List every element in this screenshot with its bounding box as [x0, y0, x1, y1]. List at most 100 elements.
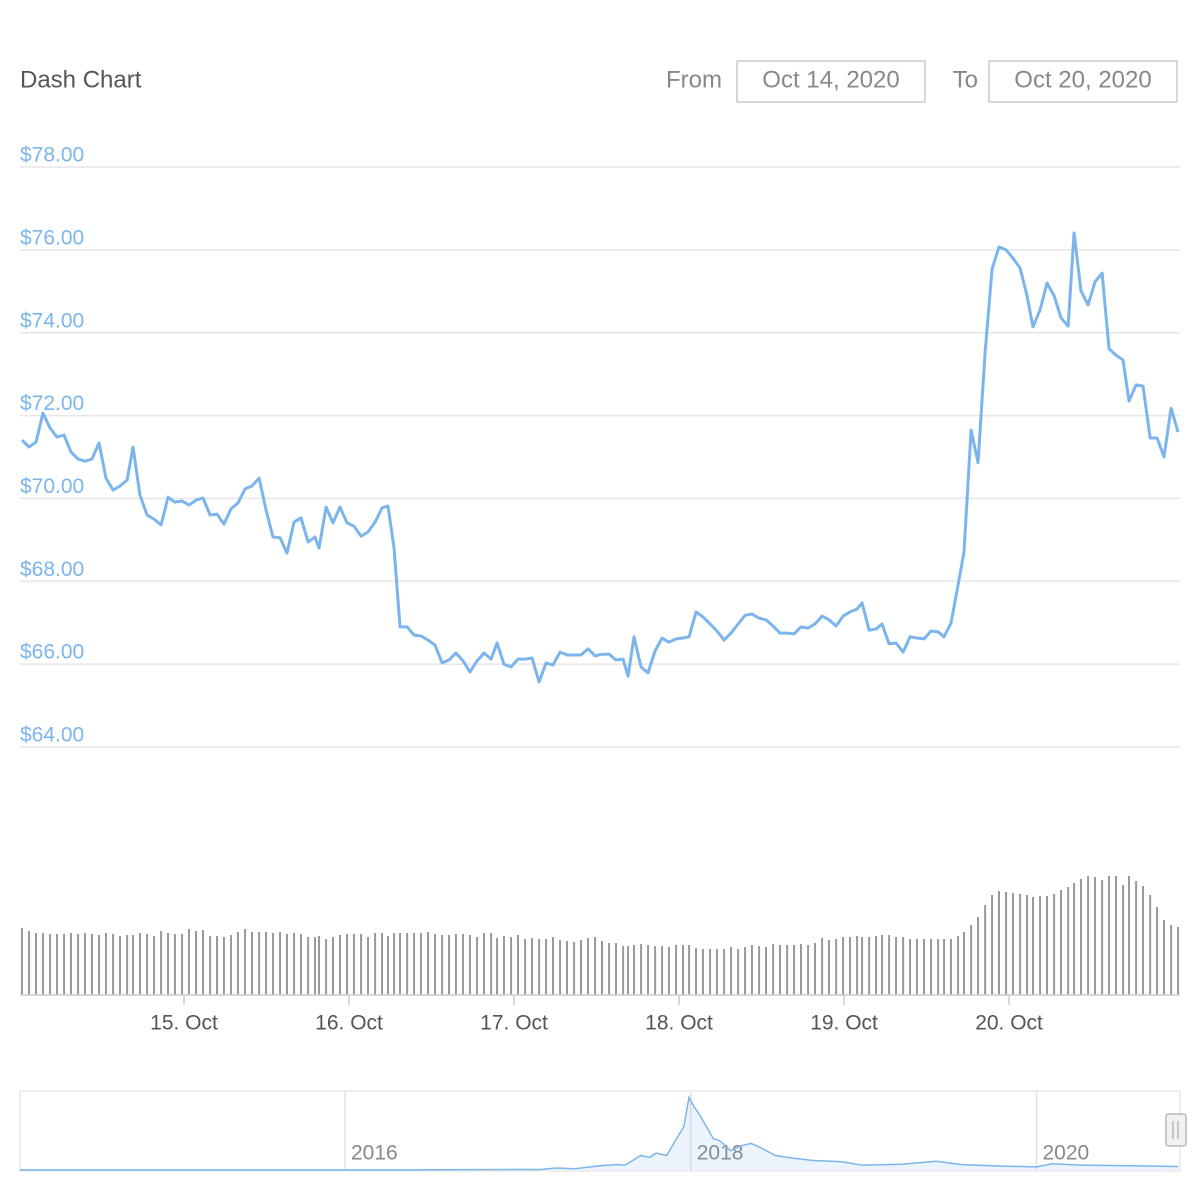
volume-bar: [1060, 890, 1063, 995]
volume-bar: [1122, 885, 1125, 995]
volume-bar: [835, 939, 838, 995]
y-tick-label: $78.00: [20, 144, 84, 167]
volume-bar: [1087, 876, 1090, 995]
volume-bar: [615, 943, 618, 995]
volume-bar: [244, 929, 247, 995]
x-tick-label: 17. Oct: [480, 1012, 548, 1035]
navigator-handle[interactable]: [1165, 1113, 1187, 1147]
volume-bar: [1079, 879, 1082, 995]
volume-bar: [483, 933, 485, 995]
volume-bar: [848, 937, 851, 995]
volume-bar: [307, 937, 310, 995]
to-value[interactable]: Oct 20, 2020: [1014, 66, 1151, 93]
volume-bar: [856, 936, 859, 995]
volume-bar: [661, 946, 664, 995]
volume-bar: [271, 933, 274, 995]
volume-bar: [496, 938, 499, 995]
volume-bar: [406, 933, 409, 995]
volume-bar: [772, 944, 775, 995]
volume-bar: [419, 933, 422, 995]
volume-bar: [230, 935, 233, 995]
volume-bar: [580, 940, 583, 995]
volume-bar: [195, 931, 198, 995]
volume-bar: [600, 941, 603, 995]
volume-bar: [49, 934, 52, 995]
volume-bar: [317, 936, 320, 995]
navigator-area: [20, 1097, 1179, 1170]
to-input[interactable]: [988, 60, 1178, 103]
volume-bar: [594, 937, 597, 995]
volume-bar: [744, 947, 747, 995]
volume-bar: [285, 934, 288, 995]
volume-bar: [750, 945, 753, 995]
volume-bar: [814, 943, 817, 995]
volume-bar: [909, 939, 912, 995]
volume-bar: [915, 939, 918, 995]
volume-bar: [1142, 886, 1145, 995]
volume-bar: [977, 917, 980, 995]
navigator-frame: [19, 1090, 1181, 1172]
volume-bar: [293, 933, 296, 995]
volume-bar: [1067, 887, 1070, 995]
volume-bar: [565, 941, 568, 995]
volume-bar: [126, 935, 129, 995]
from-input[interactable]: [736, 60, 926, 103]
volume-bar: [28, 931, 31, 995]
volume-bar: [764, 947, 767, 995]
plot: $78.00 $76.00 $74.00 $72.00 $70.00 $68.00 $66.…: [20, 144, 1180, 1035]
volume-bar: [413, 933, 416, 995]
volume-bar: [545, 939, 548, 995]
volume-bar: [346, 934, 349, 995]
volume-bar: [799, 944, 802, 995]
volume-bar: [502, 936, 505, 995]
x-tick-label: 20. Oct: [975, 1012, 1043, 1035]
x-tick-label: 16. Oct: [315, 1012, 383, 1035]
volume-bar: [807, 945, 810, 995]
volume-bar: [1108, 876, 1111, 995]
navigator-tick-label: 2016: [351, 1142, 398, 1165]
volume-bar: [209, 936, 212, 995]
volume-bar: [842, 937, 845, 995]
volume-bar: [381, 933, 384, 995]
volume-bar: [1019, 894, 1022, 995]
y-tick-label: $76.00: [20, 226, 84, 249]
volume-bar: [737, 949, 740, 995]
x-tick-label: 18. Oct: [645, 1012, 713, 1035]
volume-bar: [251, 932, 253, 995]
volume-bar: [55, 934, 58, 995]
volume-bar: [300, 934, 303, 995]
volume-bar: [187, 929, 190, 995]
volume-bar: [510, 937, 513, 995]
volume-bar: [104, 933, 107, 995]
volume-bar: [701, 949, 704, 995]
volume-bar: [69, 933, 72, 995]
volume-bar: [695, 948, 698, 995]
volume-bar: [997, 891, 1000, 995]
volume-bar: [338, 935, 341, 995]
volume-bar: [63, 934, 66, 995]
volume-bar: [786, 945, 789, 995]
volume-bar: [41, 933, 44, 995]
x-tick-label: 15. Oct: [150, 1012, 218, 1035]
volume-bar: [627, 946, 630, 995]
volume-bar: [681, 945, 684, 995]
volume-bar: [640, 944, 643, 995]
volume-bar: [160, 931, 163, 995]
volume-bar: [888, 935, 891, 995]
volume-bar: [167, 933, 170, 995]
volume-bar: [90, 934, 93, 995]
volume-bar: [112, 934, 115, 995]
volume-bar: [1162, 920, 1165, 995]
volume-bar: [325, 939, 328, 995]
volume-bar: [265, 932, 268, 995]
volume-bar: [35, 933, 38, 995]
y-tick-label: $72.00: [20, 392, 84, 415]
volume-bar: [77, 934, 80, 995]
volume-bar: [586, 938, 589, 995]
volume-bar: [1046, 896, 1049, 995]
volume-bar: [386, 936, 389, 995]
volume-bar: [146, 934, 149, 995]
from-value[interactable]: Oct 14, 2020: [762, 66, 899, 93]
volume-bar: [332, 937, 335, 995]
volume-bar: [201, 930, 204, 995]
